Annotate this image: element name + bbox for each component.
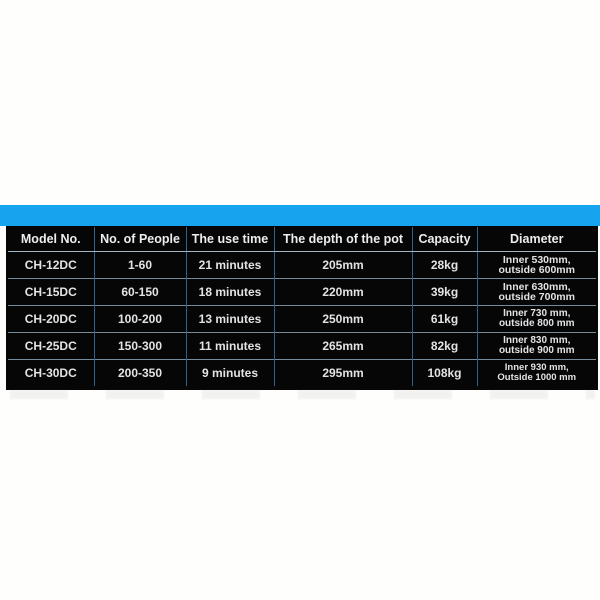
cell-diameter: Inner 630mm, outside 700mm [476,278,596,306]
cell-use-time: 9 minutes [185,359,274,386]
cell-people: 150-300 [93,332,186,360]
cell-model: CH-12DC [24,258,77,272]
cell-capacity: 39kg [411,278,477,306]
column-header-people: No. of People [93,227,186,252]
column-header-model: Model No. [8,227,94,252]
cell-capacity: 61kg [411,305,477,333]
cell-model: CH-15DC [8,278,94,306]
cell-capacity: 108kg [411,359,477,386]
cell-people: 200-350 [93,359,186,386]
column-header-use-time: The use time [185,227,274,252]
column-header-diameter: Diameter [476,227,596,252]
cell-use-time: 11 minutes [185,332,274,360]
cell-use-time: 21 minutes [185,251,274,279]
cell-model: CH-30DC [8,359,94,386]
table-row: CH-12DC 1-60 21 minutes 205mm 28kg Inner… [8,251,596,279]
cell-model: CH-20DC [8,305,94,333]
cell-depth: 250mm [273,305,412,333]
cell-capacity: 82kg [411,332,477,360]
diameter-inner: Inner 630mm, [502,281,571,293]
table-row: CH-25DC 150-300 11 minutes 265mm 82kg In… [8,332,596,360]
cell-people: 60-150 [93,278,186,306]
diameter-inner: Inner 730 mm, [503,308,571,319]
spec-table-container: Model No. No. of People The use time The… [6,226,598,390]
diameter-outside: outside 800 mm [498,318,575,329]
diameter-inner: Inner 830 mm, [503,335,571,346]
header-row: Model No. No. of People The use time The… [8,227,596,252]
diameter-inner: Inner 530mm, [502,254,571,266]
cell-model: CH-25DC [8,332,94,360]
cell-diameter: Inner 530mm, outside 600mm [476,251,596,279]
cell-use-time: 18 minutes [185,278,274,306]
faint-ghost-artifacts [10,390,595,399]
column-header-capacity: Capacity [411,227,477,252]
cell-people: 100-200 [93,305,186,333]
cell-depth: 205mm [273,251,412,279]
cell-diameter: Inner 930 mm, Outside 1000 mm [476,359,596,386]
product-spec-table: Model No. No. of People The use time The… [8,227,596,386]
column-header-depth: The depth of the pot [273,227,412,252]
cell-depth: 265mm [273,332,412,360]
cell-people: 1-60 [93,251,186,279]
cell-use-time: 13 minutes [185,305,274,333]
cell-depth: 295mm [273,359,412,386]
cyan-banner [0,205,600,226]
table-row: CH-20DC 100-200 13 minutes 250mm 61kg In… [8,305,596,333]
table-row: CH-15DC 60-150 18 minutes 220mm 39kg Inn… [8,278,596,306]
table-row: CH-30DC 200-350 9 minutes 295mm 108kg In… [8,359,596,386]
diameter-inner: Inner 930 mm, [504,362,569,373]
diameter-outside: Outside 1000 mm [497,372,577,383]
cell-depth: 220mm [273,278,412,306]
cell-diameter: Inner 730 mm, outside 800 mm [476,305,596,333]
diameter-outside: outside 900 mm [498,345,575,356]
diameter-outside: outside 600mm [498,264,575,276]
cell-capacity: 28kg [411,251,477,279]
cell-diameter: Inner 830 mm, outside 900 mm [476,332,596,360]
diameter-outside: outside 700mm [498,291,575,303]
